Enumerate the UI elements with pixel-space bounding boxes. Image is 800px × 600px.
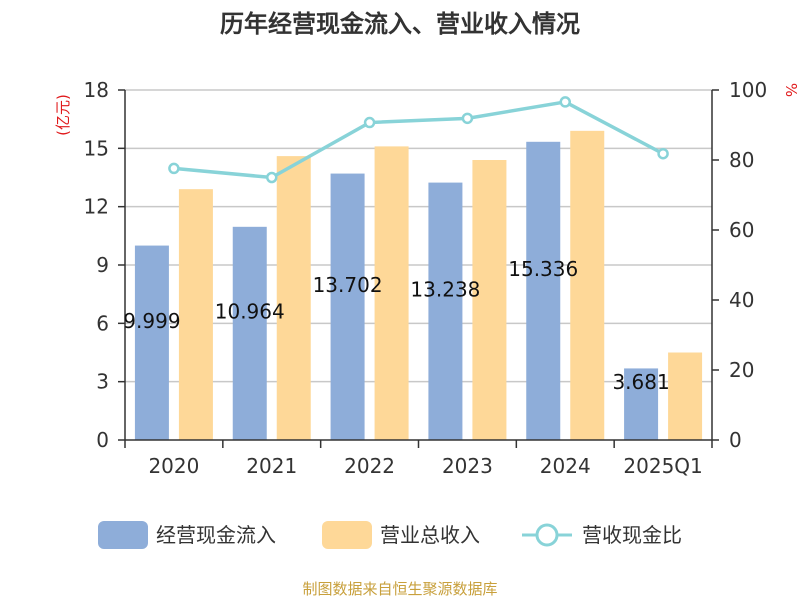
data-label: 13.238 (410, 277, 480, 301)
right-tick-label: 100 (729, 78, 767, 102)
right-tick-label: 60 (729, 218, 754, 242)
source-note: 制图数据来自恒生聚源数据库 (302, 580, 497, 598)
bar-revenue (276, 156, 311, 440)
bar-cash-inflow (330, 173, 365, 441)
right-tick-label: 20 (729, 358, 754, 382)
data-label: 13.702 (313, 273, 383, 297)
bar-revenue (472, 160, 507, 440)
left-tick-label: 9 (96, 253, 109, 277)
ratio-point (363, 116, 376, 129)
right-tick-label: 0 (729, 428, 742, 452)
x-tick-label: 2024 (540, 454, 591, 478)
bar-revenue (178, 189, 213, 440)
legend-label-revenue: 营业总收入 (380, 523, 480, 547)
x-tick-label: 2023 (442, 454, 493, 478)
left-tick-label: 12 (84, 195, 109, 219)
bar-revenue (668, 352, 703, 440)
legend-item-ratio[interactable]: 营收现金比 (522, 523, 682, 547)
data-label: 10.964 (215, 299, 285, 323)
x-tick-label: 2021 (246, 454, 297, 478)
x-tick-label: 2022 (344, 454, 395, 478)
legend-item-revenue[interactable]: 营业总收入 (322, 521, 480, 549)
legend-label-cash-inflow: 经营现金流入 (156, 523, 276, 547)
chart-title: 历年经营现金流入、营业收入情况 (220, 10, 580, 38)
left-tick-label: 6 (96, 311, 109, 335)
bars (134, 130, 703, 441)
ratio-point (461, 112, 474, 125)
legend-swatch-revenue (322, 521, 372, 549)
ratio-point (559, 96, 571, 108)
right-axis-unit: % (782, 83, 800, 97)
ratio-point (657, 147, 669, 160)
left-axis: 0 3 6 9 12 15 18 (84, 78, 126, 452)
legend-swatch-cash-inflow (98, 521, 148, 549)
left-tick-label: 0 (96, 428, 109, 452)
right-tick-label: 40 (729, 288, 754, 312)
legend-marker-ratio (535, 523, 559, 547)
bar-cash-inflow (134, 245, 169, 440)
bar-revenue (374, 146, 409, 440)
bar-cash-inflow (624, 368, 659, 440)
left-axis-unit: (亿元) (54, 94, 72, 136)
x-tick-label: 2020 (148, 454, 199, 478)
ratio-line (168, 96, 669, 184)
ratio-line-path (173, 100, 664, 180)
bar-cash-inflow (526, 141, 561, 441)
data-label: 15.336 (508, 257, 578, 281)
bar-cash-inflow (428, 182, 463, 440)
data-label: 9.999 (123, 309, 180, 333)
right-tick-label: 80 (729, 148, 754, 172)
left-tick-label: 3 (96, 370, 109, 394)
ratio-point (168, 162, 180, 175)
x-axis: 2020 2021 2022 2023 2024 2025Q1 (124, 439, 713, 478)
left-tick-label: 18 (84, 78, 109, 102)
x-tick-label: 2025Q1 (623, 454, 702, 478)
left-tick-label: 15 (84, 136, 109, 160)
gridlines (125, 89, 712, 383)
data-labels: 9.999 10.964 13.702 13.238 15.336 3.681 (123, 257, 669, 394)
right-axis: 0 20 40 60 80 100 (711, 78, 767, 452)
ratio-point (266, 171, 278, 184)
data-label: 3.681 (612, 370, 669, 394)
legend-label-ratio: 营收现金比 (582, 523, 682, 547)
legend-item-cash-inflow[interactable]: 经营现金流入 (98, 521, 276, 549)
legend: 经营现金流入 营业总收入 营收现金比 (98, 521, 682, 549)
bar-cash-inflow (232, 226, 267, 440)
bar-revenue (570, 130, 605, 441)
